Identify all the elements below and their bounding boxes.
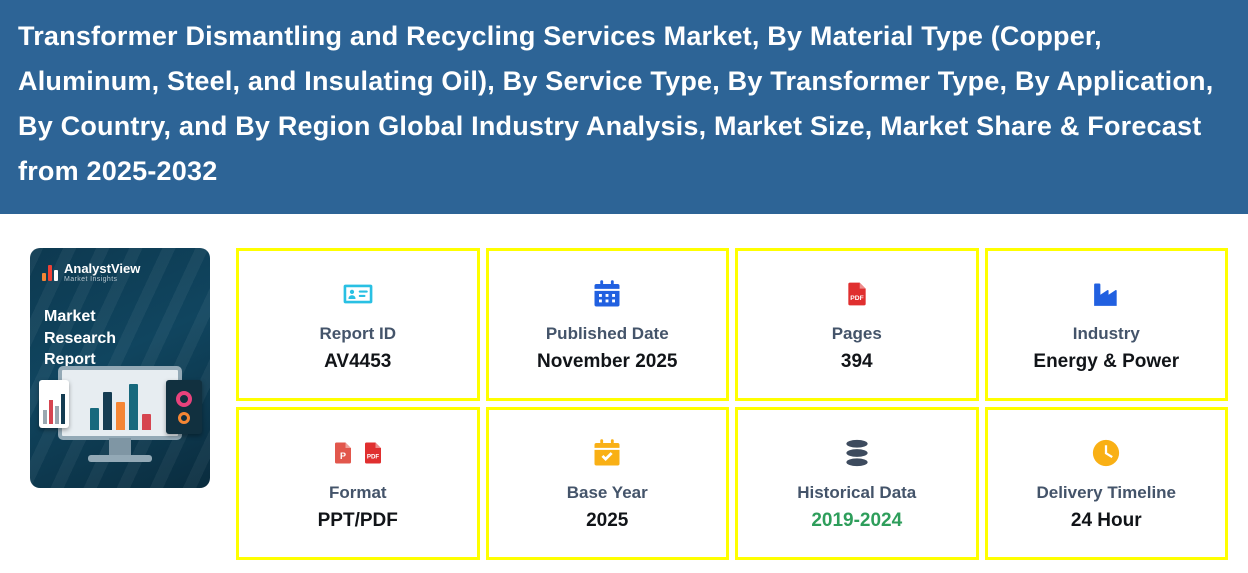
monitor-base-illustration [88,455,152,462]
calendar-check-icon [592,435,622,471]
card-label: Base Year [566,483,648,502]
card-format: P PDF Format PPT/PDF [236,407,480,560]
svg-text:PDF: PDF [850,295,863,302]
svg-text:P: P [340,451,346,461]
report-summary-section: AnalystView Market Insights Market Resea… [0,214,1248,560]
svg-text:PDF: PDF [367,454,380,461]
monitor-illustration [58,366,182,440]
chart-card-illustration [39,380,69,428]
card-base-year: Base Year 2025 [485,407,729,560]
card-report-id: Report ID AV4453 [236,248,480,401]
card-value: PPT/PDF [317,510,398,531]
factory-icon [1090,276,1122,312]
card-value: 2025 [586,510,629,531]
card-value: 394 [840,351,873,372]
report-title-banner: Transformer Dismantling and Recycling Se… [0,0,1248,214]
card-value: AV4453 [324,351,392,372]
card-value: 2019-2024 [811,510,903,531]
card-value: 24 Hour [1070,510,1142,531]
card-historical-data: Historical Data 2019-2024 [735,407,979,560]
card-pages: PDF Pages 394 [735,248,979,401]
calendar-icon [592,276,622,312]
page-title: Transformer Dismantling and Recycling Se… [18,21,1214,186]
ppt-pdf-files-icon: P PDF [331,435,385,471]
card-label: Report ID [319,324,397,343]
brand-tagline: Market Insights [64,276,118,284]
monitor-stand-illustration [109,438,131,456]
pdf-file-icon: PDF [844,276,870,312]
card-label: Pages [831,324,882,343]
card-value: Energy & Power [1033,351,1180,372]
card-label: Delivery Timeline [1036,483,1177,502]
cover-title: Market Research Report [44,308,117,369]
card-industry: Industry Energy & Power [984,248,1228,401]
card-delivery-timeline: Delivery Timeline 24 Hour [984,407,1228,560]
brand-name: AnalystView [64,261,141,276]
card-label: Industry [1072,324,1140,343]
card-value: November 2025 [537,351,678,372]
brand-logo-block: AnalystView Market Insights [42,261,141,284]
database-icon [842,435,872,471]
bar-chart-logo-icon [42,264,58,281]
card-label: Format [328,483,387,502]
donut-chart-illustration [166,380,202,434]
card-label: Published Date [545,324,669,343]
card-published-date: Published Date November 2025 [485,248,729,401]
report-cover-thumbnail: AnalystView Market Insights Market Resea… [30,248,210,488]
clock-icon [1091,435,1121,471]
report-meta-grid: Report ID AV4453 [236,248,1228,560]
card-label: Historical Data [797,483,917,502]
id-card-icon [341,276,375,312]
